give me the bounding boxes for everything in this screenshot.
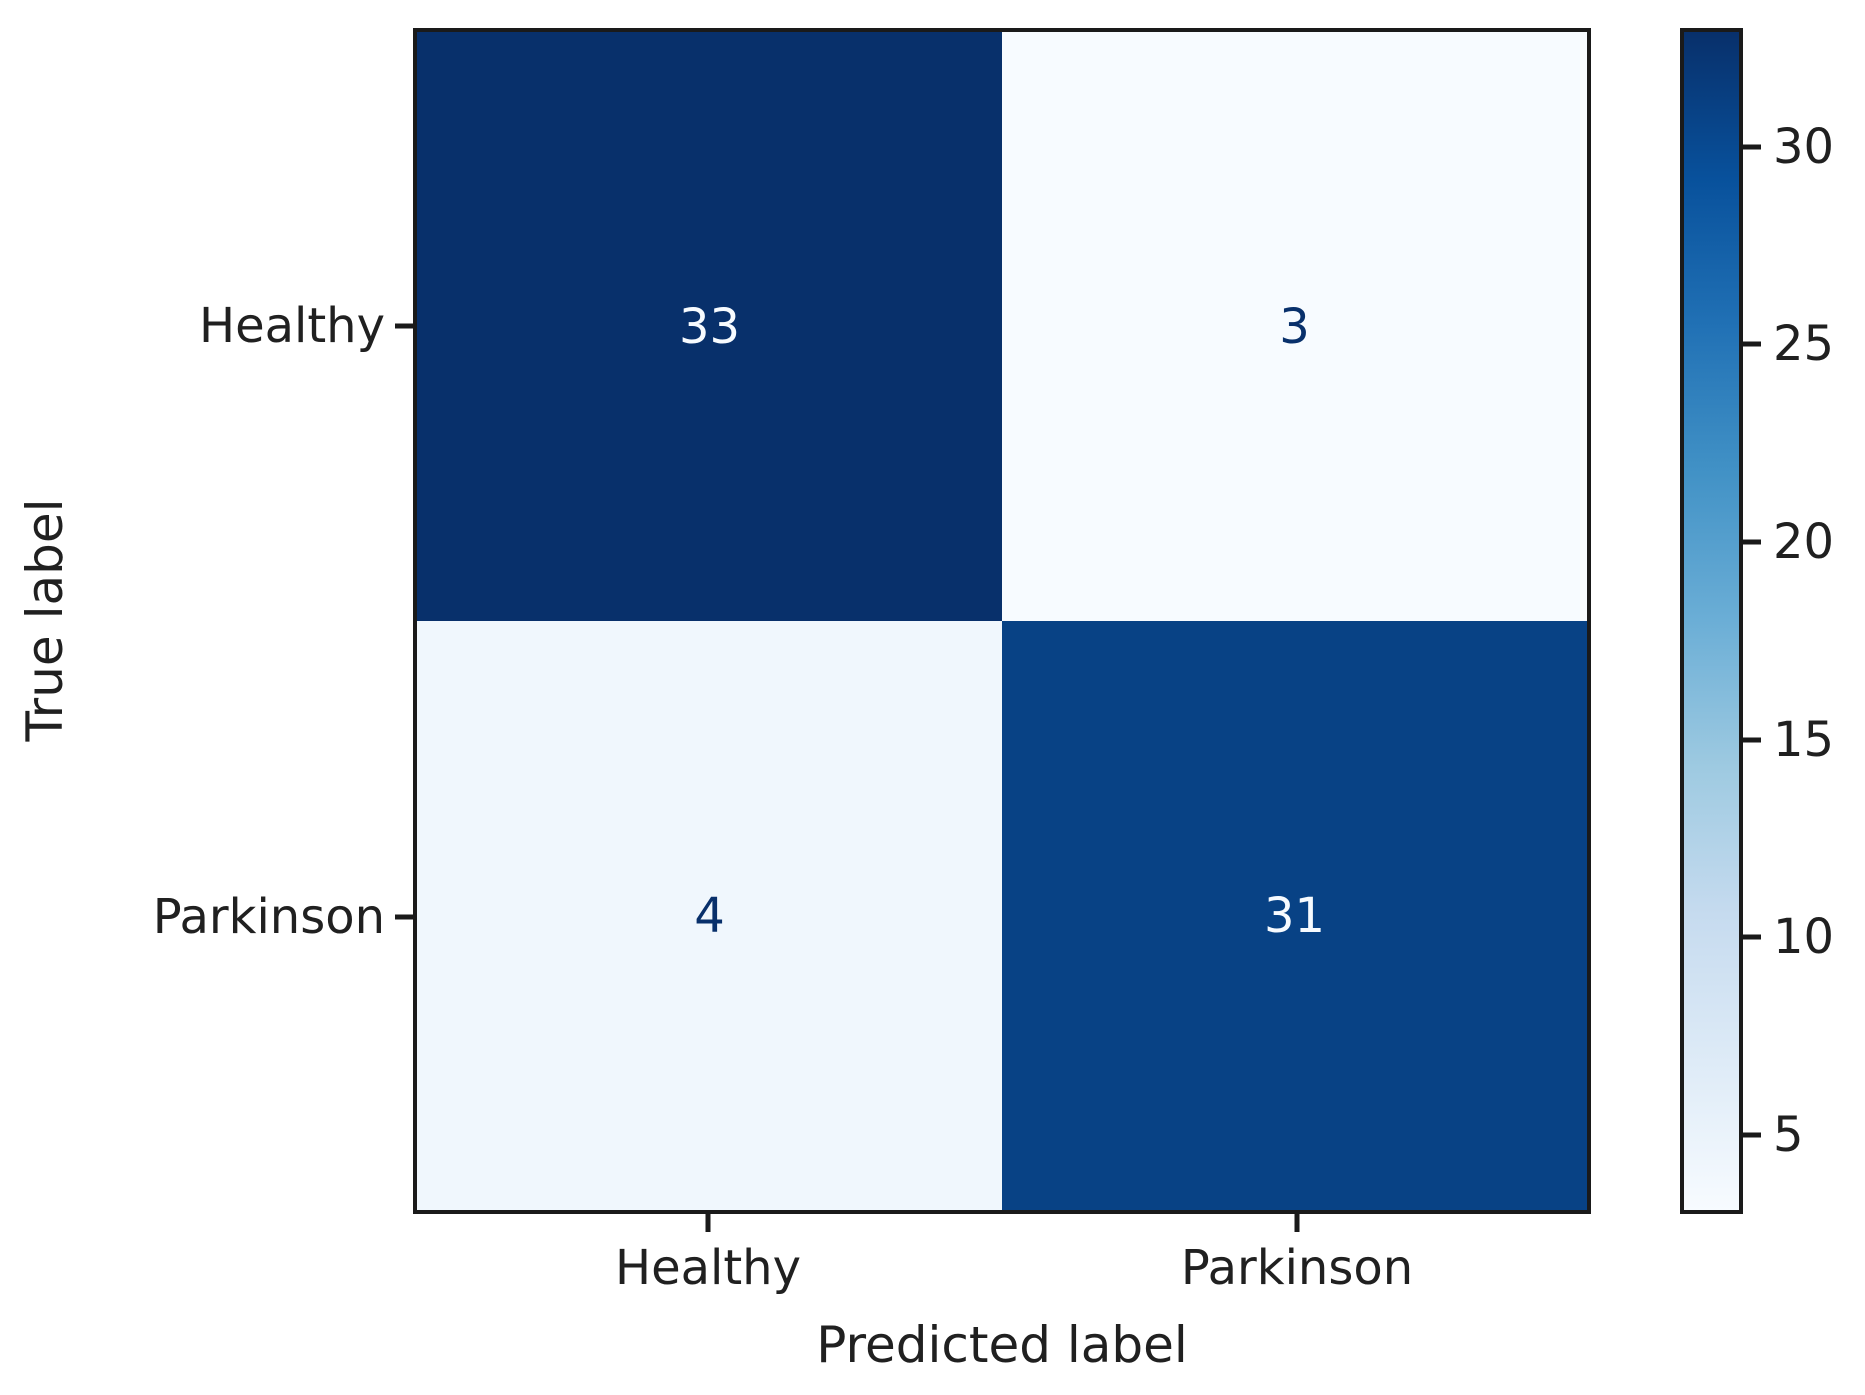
colorbar-tick-mark-20 — [1743, 539, 1761, 545]
colorbar-tick-label-5: 5 — [1773, 1107, 1804, 1163]
colorbar-tick-label-20: 20 — [1773, 514, 1835, 570]
xtick-mark-healthy — [705, 1214, 711, 1232]
ytick-label-healthy: Healthy — [198, 298, 385, 354]
ytick-label-parkinson: Parkinson — [152, 889, 385, 945]
colorbar-tick-label-15: 15 — [1773, 712, 1835, 768]
xtick-label-parkinson: Parkinson — [1180, 1240, 1414, 1296]
cell-value: 31 — [1263, 887, 1326, 944]
colorbar-tick-mark-30 — [1743, 144, 1761, 150]
ytick-mark-parkinson — [395, 914, 413, 920]
xtick-label-healthy: Healthy — [614, 1240, 802, 1296]
cell-value: 33 — [678, 298, 741, 355]
colorbar-tick-label-30: 30 — [1773, 119, 1835, 175]
colorbar-tick-label-25: 25 — [1773, 316, 1835, 372]
y-axis-title: True label — [16, 498, 74, 742]
matrix-cell-true-healthy-pred-healthy: 33 — [417, 32, 1002, 621]
xtick-mark-parkinson — [1294, 1214, 1300, 1232]
colorbar-tick-mark-25 — [1743, 341, 1761, 347]
x-axis-title: Predicted label — [816, 1316, 1188, 1374]
colorbar-tick-label-10: 10 — [1773, 909, 1835, 965]
ytick-mark-healthy — [395, 323, 413, 329]
matrix-cell-true-parkinson-pred-parkinson: 31 — [1002, 621, 1587, 1210]
matrix-cell-true-parkinson-pred-healthy: 4 — [417, 621, 1002, 1210]
colorbar-tick-mark-10 — [1743, 934, 1761, 940]
heatmap-plot-area: 33 3 4 31 — [413, 28, 1591, 1214]
cell-value: 4 — [694, 887, 725, 944]
colorbar-tick-mark-15 — [1743, 737, 1761, 743]
cell-value: 3 — [1279, 298, 1310, 355]
matrix-cell-true-healthy-pred-parkinson: 3 — [1002, 32, 1587, 621]
colorbar — [1680, 28, 1743, 1214]
colorbar-tick-mark-5 — [1743, 1132, 1761, 1138]
